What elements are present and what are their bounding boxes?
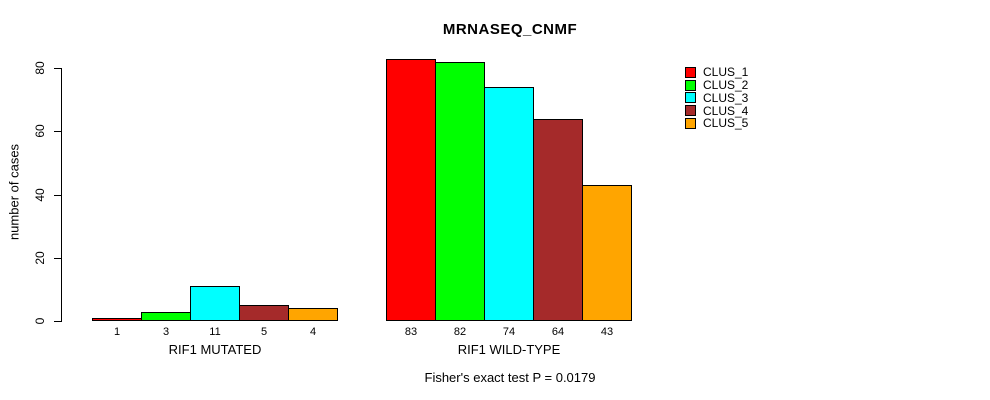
legend-swatch [685, 79, 696, 91]
group-label: RIF1 MUTATED [168, 342, 262, 357]
legend-swatch [685, 105, 696, 117]
bar-value-label: 4 [309, 326, 317, 338]
legend-label: CLUS_2 [703, 78, 749, 93]
y-tick-label: 40 [33, 188, 47, 202]
chart-title: MRNASEQ_CNMF [442, 21, 578, 38]
group-label: RIF1 WILD-TYPE [457, 342, 561, 357]
y-tick-mark [54, 68, 61, 69]
bar-value-label: 1 [113, 326, 121, 338]
bar-clus_2 [141, 312, 191, 321]
legend-row: CLUS_2 [685, 78, 749, 93]
legend-row: CLUS_1 [685, 65, 749, 80]
y-tick-label: 0 [33, 317, 47, 325]
bar-clus_1 [92, 318, 142, 321]
bar-value-label: 64 [551, 326, 565, 338]
legend-row: CLUS_5 [685, 116, 749, 131]
y-tick-mark [54, 131, 61, 132]
y-axis-label: number of cases [6, 143, 22, 241]
y-axis-line [61, 68, 62, 322]
legend: CLUS_1 CLUS_2 CLUS_3 CLUS_4 CLUS_5 [685, 65, 749, 131]
bar-value-label: 74 [502, 326, 516, 338]
bar-value-label: 83 [404, 326, 418, 338]
bar-clus_3 [190, 286, 240, 321]
bar-clus_5 [582, 185, 632, 321]
bar-clus_4 [239, 305, 289, 321]
y-tick-label: 20 [33, 251, 47, 265]
bar-value-label: 11 [209, 326, 221, 338]
bar-value-label: 82 [453, 326, 467, 338]
legend-label: CLUS_3 [703, 90, 749, 105]
bar-clus_4 [533, 119, 583, 321]
legend-row: CLUS_4 [685, 103, 749, 118]
legend-swatch [685, 117, 696, 129]
bar-clus_2 [435, 62, 485, 321]
legend-swatch [685, 66, 696, 78]
y-tick-mark [54, 258, 61, 259]
legend-row: CLUS_3 [685, 90, 749, 105]
y-tick-label: 80 [33, 61, 47, 75]
bar-value-label: 3 [162, 326, 170, 338]
legend-label: CLUS_4 [703, 103, 749, 118]
footer-caption: Fisher's exact test P = 0.0179 [424, 370, 596, 385]
y-tick-mark [54, 195, 61, 196]
bar-value-label: 43 [600, 326, 614, 338]
y-tick-label: 60 [33, 124, 47, 138]
bar-clus_5 [288, 308, 338, 321]
y-tick-mark [54, 321, 61, 322]
legend-label: CLUS_5 [703, 116, 749, 131]
bar-clus_3 [484, 87, 534, 321]
bar-value-label: 5 [260, 326, 268, 338]
bar-clus_1 [386, 59, 436, 321]
legend-swatch [685, 92, 696, 104]
legend-label: CLUS_1 [703, 65, 749, 80]
